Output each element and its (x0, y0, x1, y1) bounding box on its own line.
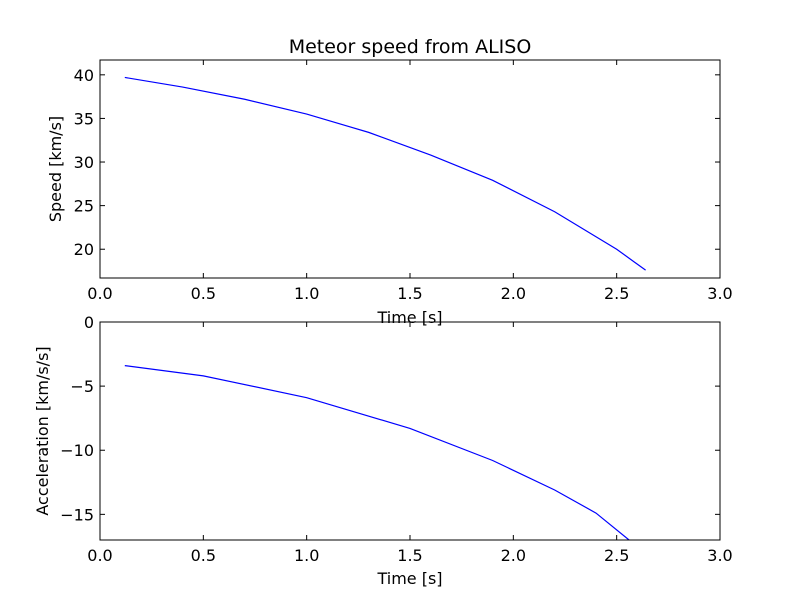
speed-x-tick-label: 3.0 (707, 284, 732, 303)
speed-series-line (124, 76, 646, 271)
acceleration-y-axis-label: Acceleration [km/s/s] (33, 346, 52, 515)
speed-panel: Meteor speed from ALISO 0.0 0.5 1.0 1.5 2.0 2… (46, 36, 733, 327)
acceleration-x-tick-label: 2.5 (604, 546, 629, 565)
speed-y-axis-label: Speed [km/s] (46, 116, 65, 222)
acceleration-x-tick-label: 0.5 (191, 546, 216, 565)
speed-x-tick-label: 0.5 (191, 284, 216, 303)
acceleration-x-tick-label: 3.0 (707, 546, 732, 565)
acceleration-y-tick-label: −10 (60, 441, 94, 460)
acceleration-series-line (124, 365, 630, 540)
speed-x-tick-label: 1.5 (397, 284, 422, 303)
acceleration-x-tick-label: 0.0 (87, 546, 112, 565)
speed-x-tick-label: 2.5 (604, 284, 629, 303)
acceleration-y-tick-label: −15 (60, 505, 94, 524)
acceleration-x-tick-label: 2.0 (501, 546, 526, 565)
acceleration-series-layer (124, 365, 630, 540)
speed-tick-layer: 0.0 0.5 1.0 1.5 2.0 2.5 3.0 20 25 30 35 40 (74, 60, 733, 303)
acceleration-tick-layer: 0.0 0.5 1.0 1.5 2.0 2.5 3.0 0 −5 −10 −15 (60, 313, 732, 565)
speed-x-tick-label: 0.0 (87, 284, 112, 303)
acceleration-x-axis-label: Time [s] (376, 569, 442, 588)
acceleration-x-tick-label: 1.5 (397, 546, 422, 565)
acceleration-y-tick-label: −5 (70, 377, 94, 396)
speed-y-tick-label: 40 (74, 66, 94, 85)
speed-y-tick-label: 30 (74, 153, 94, 172)
speed-y-tick-label: 25 (74, 197, 94, 216)
speed-series-layer (124, 76, 646, 271)
acceleration-y-tick-label: 0 (84, 313, 94, 332)
speed-y-tick-label: 35 (74, 109, 94, 128)
acceleration-panel: 0.0 0.5 1.0 1.5 2.0 2.5 3.00−5−10−15 Time [s] … (33, 313, 733, 588)
acceleration-x-tick-label: 1.0 (294, 546, 319, 565)
speed-x-tick-label: 1.0 (294, 284, 319, 303)
speed-chart-title: Meteor speed from ALISO (289, 36, 532, 58)
speed-y-tick-label: 20 (74, 240, 94, 259)
speed-x-tick-label: 2.0 (501, 284, 526, 303)
